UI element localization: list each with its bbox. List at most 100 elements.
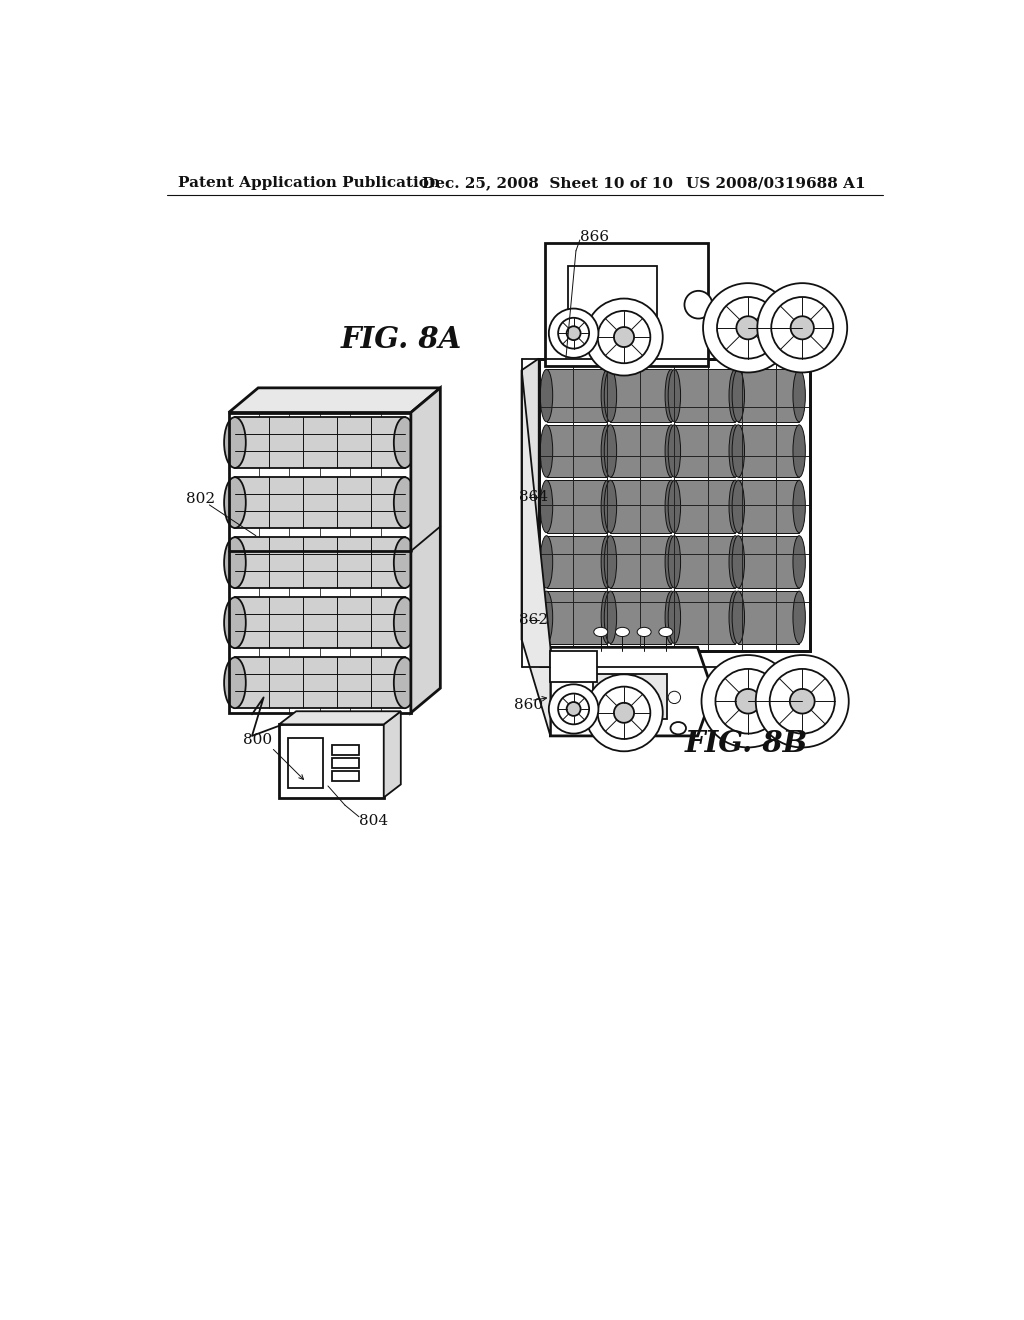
Ellipse shape bbox=[541, 536, 553, 589]
Bar bbox=[289, 738, 324, 788]
Bar bbox=[332, 744, 359, 755]
Ellipse shape bbox=[669, 591, 681, 644]
Ellipse shape bbox=[586, 675, 663, 751]
Text: 866: 866 bbox=[580, 230, 609, 244]
Ellipse shape bbox=[758, 284, 847, 372]
Bar bbox=[610, 480, 672, 533]
Bar bbox=[547, 480, 607, 533]
Ellipse shape bbox=[729, 370, 741, 422]
Ellipse shape bbox=[394, 657, 416, 708]
Bar bbox=[234, 598, 404, 648]
Ellipse shape bbox=[604, 425, 616, 477]
Ellipse shape bbox=[594, 627, 607, 636]
Text: FIG. 8A: FIG. 8A bbox=[341, 325, 463, 354]
Bar bbox=[610, 536, 672, 589]
Ellipse shape bbox=[770, 669, 835, 734]
Ellipse shape bbox=[558, 693, 589, 725]
Ellipse shape bbox=[703, 284, 793, 372]
Ellipse shape bbox=[669, 692, 681, 704]
Ellipse shape bbox=[224, 478, 246, 528]
Ellipse shape bbox=[549, 684, 598, 734]
Ellipse shape bbox=[736, 317, 760, 339]
Ellipse shape bbox=[669, 370, 681, 422]
Ellipse shape bbox=[793, 370, 805, 422]
Ellipse shape bbox=[601, 425, 613, 477]
Ellipse shape bbox=[669, 425, 681, 477]
Bar bbox=[593, 675, 667, 719]
Bar bbox=[234, 657, 404, 708]
Bar bbox=[738, 425, 799, 478]
Ellipse shape bbox=[669, 536, 681, 589]
Ellipse shape bbox=[224, 537, 246, 589]
Bar bbox=[738, 591, 799, 644]
Ellipse shape bbox=[658, 627, 673, 636]
Ellipse shape bbox=[729, 425, 741, 477]
Ellipse shape bbox=[604, 536, 616, 589]
Bar bbox=[610, 591, 672, 644]
Ellipse shape bbox=[224, 417, 246, 469]
Ellipse shape bbox=[793, 591, 805, 644]
Bar bbox=[675, 480, 735, 533]
Polygon shape bbox=[521, 370, 550, 737]
Ellipse shape bbox=[598, 686, 650, 739]
Bar bbox=[738, 480, 799, 533]
Ellipse shape bbox=[793, 425, 805, 477]
Bar bbox=[234, 478, 404, 528]
Ellipse shape bbox=[604, 480, 616, 532]
Ellipse shape bbox=[394, 417, 416, 469]
Ellipse shape bbox=[614, 702, 634, 723]
Bar bbox=[234, 537, 404, 589]
Bar bbox=[547, 536, 607, 589]
Bar bbox=[610, 425, 672, 478]
Bar bbox=[675, 536, 735, 589]
Ellipse shape bbox=[224, 657, 246, 708]
Text: 804: 804 bbox=[359, 813, 388, 828]
Ellipse shape bbox=[791, 317, 814, 339]
Ellipse shape bbox=[541, 480, 553, 532]
Polygon shape bbox=[550, 647, 713, 737]
Bar bbox=[675, 425, 735, 478]
Ellipse shape bbox=[601, 536, 613, 589]
Ellipse shape bbox=[586, 298, 663, 376]
Polygon shape bbox=[411, 388, 440, 713]
Ellipse shape bbox=[604, 591, 616, 644]
Text: Dec. 25, 2008  Sheet 10 of 10: Dec. 25, 2008 Sheet 10 of 10 bbox=[423, 176, 674, 190]
Ellipse shape bbox=[716, 669, 780, 734]
Ellipse shape bbox=[669, 480, 681, 532]
Text: 864: 864 bbox=[518, 490, 548, 504]
Bar bbox=[738, 370, 799, 422]
Text: US 2008/0319688 A1: US 2008/0319688 A1 bbox=[686, 176, 865, 190]
Polygon shape bbox=[280, 711, 400, 725]
Ellipse shape bbox=[790, 689, 815, 714]
Polygon shape bbox=[384, 711, 400, 797]
Text: 860: 860 bbox=[514, 698, 543, 711]
Bar bbox=[675, 591, 735, 644]
Ellipse shape bbox=[598, 312, 650, 363]
Text: FIG. 8B: FIG. 8B bbox=[684, 729, 808, 758]
Ellipse shape bbox=[224, 597, 246, 648]
Ellipse shape bbox=[735, 689, 761, 714]
Bar bbox=[539, 359, 810, 651]
Ellipse shape bbox=[566, 326, 581, 341]
Ellipse shape bbox=[541, 370, 553, 422]
Bar bbox=[675, 370, 735, 422]
Bar bbox=[547, 425, 607, 478]
Ellipse shape bbox=[615, 627, 630, 636]
Ellipse shape bbox=[701, 655, 795, 747]
Ellipse shape bbox=[729, 591, 741, 644]
Ellipse shape bbox=[394, 597, 416, 648]
Ellipse shape bbox=[601, 591, 613, 644]
Ellipse shape bbox=[684, 290, 713, 318]
Ellipse shape bbox=[732, 425, 744, 477]
Ellipse shape bbox=[558, 318, 589, 348]
Ellipse shape bbox=[604, 370, 616, 422]
Ellipse shape bbox=[665, 591, 678, 644]
Bar bbox=[547, 591, 607, 644]
Bar bbox=[332, 758, 359, 768]
Bar bbox=[228, 413, 411, 713]
Ellipse shape bbox=[665, 370, 678, 422]
Ellipse shape bbox=[756, 655, 849, 747]
Ellipse shape bbox=[665, 480, 678, 532]
Bar bbox=[547, 370, 607, 422]
Bar bbox=[280, 725, 384, 797]
